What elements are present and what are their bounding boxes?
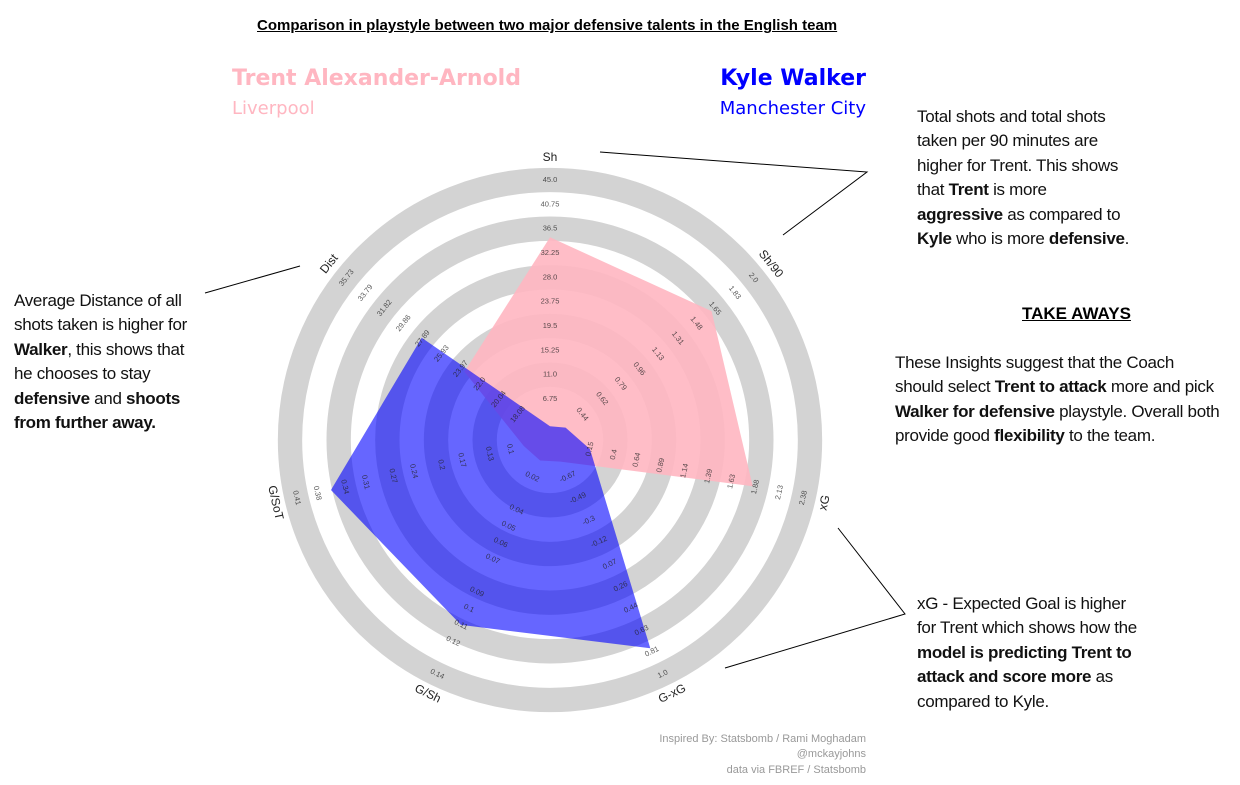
annotation-text: who is more <box>951 229 1049 249</box>
tick-label: 0.64 <box>630 452 642 468</box>
tick-label: 1.88 <box>749 479 761 495</box>
tick-label: 11.0 <box>543 370 557 379</box>
axis-label: Sh <box>543 150 558 164</box>
tick-label: 0.31 <box>360 474 372 490</box>
annotation: Total shots and total shots taken per 90… <box>917 105 1132 251</box>
radar-area <box>330 337 651 649</box>
heading: TAKE AWAYS <box>1022 304 1131 323</box>
tick-label: 0.17 <box>456 452 468 468</box>
annotation-text: xG - Expected Goal is higher for Trent w… <box>917 594 1137 638</box>
legend-team: Manchester City <box>720 98 867 119</box>
annotation-text: Trent to attack <box>994 377 1107 397</box>
tick-label: 19.5 <box>543 321 558 330</box>
annotation-text: Walker for defensive <box>895 401 1055 421</box>
tick-label: 45.0 <box>543 175 558 184</box>
annotation-text: and <box>89 388 127 408</box>
tick-label: 15.25 <box>541 345 560 354</box>
axis-label: xG <box>816 494 833 512</box>
credit: data via FBREF / Statsbomb <box>726 764 866 776</box>
annotation-text: aggressive <box>917 204 1003 224</box>
tick-label: 0.24 <box>408 463 420 479</box>
tick-label: 29.86 <box>394 313 413 333</box>
annotation-text: flexibility <box>994 426 1065 446</box>
leader-line <box>204 265 301 294</box>
annotation-text: shoots from further away. <box>14 388 180 433</box>
annotation-text: defensive <box>1048 229 1125 249</box>
chart-title: Comparison in playstyle between two majo… <box>257 17 838 34</box>
tick-label: 1.63 <box>725 473 737 489</box>
annotation-text: defensive <box>14 388 90 408</box>
annotation-text: more and pick <box>1106 377 1214 397</box>
annotation-text: . <box>1124 229 1130 249</box>
annotation-text: Average Distance of all shots taken is h… <box>14 291 187 335</box>
annotation-text: These Insights suggest that the Coach sh… <box>895 353 1175 397</box>
ring <box>277 167 823 713</box>
annotation: xG - Expected Goal is higher for Trent w… <box>917 592 1142 714</box>
tick-label: 6.75 <box>543 394 558 403</box>
tick-label: 0.89 <box>654 457 666 473</box>
tick-label: 36.5 <box>543 224 558 233</box>
annotation-text: as compared to Kyle. <box>917 667 1113 711</box>
ring <box>326 216 774 664</box>
tick-label: 33.79 <box>356 282 375 302</box>
tick-label: 0.13 <box>484 446 496 462</box>
credit: Inspired By: Statsbomb / Rami Moghadam <box>659 733 866 745</box>
annotation-text: to the team. <box>1064 426 1156 446</box>
tick-label: 0.41 <box>291 490 303 506</box>
tick-label: 0.4 <box>608 448 619 460</box>
tick-label: 1.83 <box>727 284 743 301</box>
leader-lines <box>204 151 906 669</box>
tick-label: 0.34 <box>339 479 351 495</box>
tick-label: 40.75 <box>541 199 560 208</box>
tick-label: 0.1 <box>462 602 475 615</box>
tick-label: 2.38 <box>797 490 809 506</box>
tick-label: 0.1 <box>505 443 516 455</box>
leader-line <box>724 527 906 669</box>
annotation-text: as compared to <box>1002 204 1121 224</box>
tick-label: 1.39 <box>702 468 714 484</box>
tick-label: 2.13 <box>773 484 785 500</box>
tick-label: 23.75 <box>541 297 560 306</box>
tick-label: 1.0 <box>656 667 669 680</box>
credit: @mckayjohns <box>796 748 866 760</box>
legend-name: Kyle Walker <box>720 66 866 91</box>
tick-label: 32.25 <box>541 248 560 257</box>
annotation-text: , this shows that he chooses to stay <box>14 339 185 384</box>
annotation: These Insights suggest that the Coach sh… <box>895 351 1225 449</box>
tick-label: 1.14 <box>678 463 690 479</box>
annotation-text: Total shots and total shots taken per 90… <box>917 107 1119 200</box>
leader-line <box>599 151 869 236</box>
tick-label: 28.0 <box>543 272 558 281</box>
annotation: Average Distance of all shots taken is h… <box>14 289 189 435</box>
annotation-text: Kyle <box>917 229 952 249</box>
legend-name: Trent Alexander-Arnold <box>232 66 521 91</box>
annotation-text: model is predicting Trent to attack and … <box>917 642 1132 687</box>
tick-label: 0.38 <box>312 485 324 501</box>
annotation-text: Trent <box>948 180 989 200</box>
legend-team: Liverpool <box>232 98 315 119</box>
tick-label: 0.2 <box>436 459 447 471</box>
annotation-text: is more <box>988 180 1047 200</box>
annotation-text: Walker <box>14 339 68 359</box>
tick-label: 0.15 <box>583 441 595 457</box>
annotation-text: playstyle. Overall both provide good <box>895 401 1220 446</box>
tick-label: 0.27 <box>387 468 399 484</box>
